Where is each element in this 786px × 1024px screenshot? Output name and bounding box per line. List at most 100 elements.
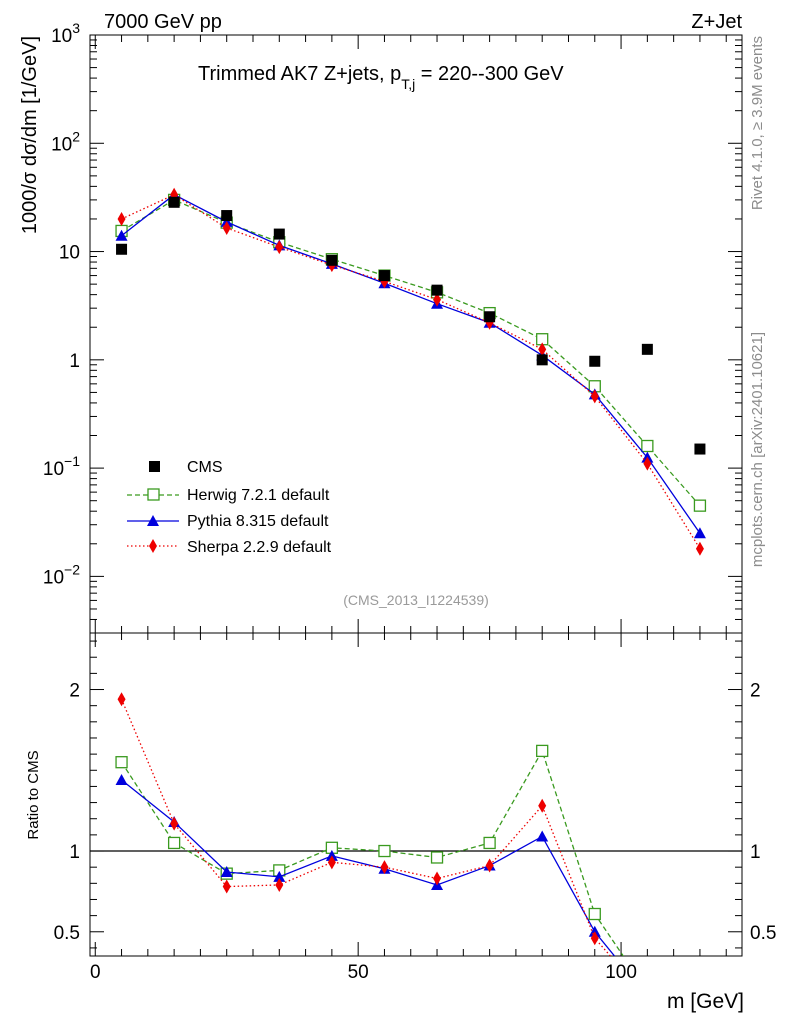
data-point-pythia (693, 527, 706, 539)
legend-entry-cms: CMS (149, 459, 223, 476)
main-y-tick-label-base: 10 (51, 26, 72, 47)
ratio-y-tick-label-left: 1 (69, 842, 80, 863)
main-y-tick-label: 1 (69, 351, 80, 372)
mcplots-label: mcplots.cern.ch [arXiv:2401.10621] (749, 332, 766, 567)
ratio-point-herwig (430, 851, 444, 864)
main-y-tick-label: 10−1 (43, 453, 80, 480)
data-point-cms (641, 343, 653, 355)
data-point-pythia (115, 229, 128, 241)
ratio-series-group (115, 692, 625, 956)
main-plot-series (115, 187, 707, 556)
ratio-y-tick-label-right: 1 (750, 842, 761, 863)
main-y-tick-label: 10 (59, 243, 80, 264)
main-title-subscript: T,j (401, 76, 415, 92)
main-y-tick-label-base: 10 (43, 567, 64, 588)
ratio-point-herwig (378, 844, 391, 858)
ratio-point-sherpa (380, 860, 389, 875)
data-point-cms (116, 243, 128, 255)
main-y-tick-label-base: 10 (51, 134, 72, 155)
ratio-point-sherpa (485, 858, 494, 873)
legend-entry-herwig: Herwig 7.2.1 default (127, 487, 330, 504)
data-point-cms (431, 284, 443, 296)
series-line-pythia (121, 193, 701, 534)
ratio-point-herwig (588, 907, 601, 921)
ratio-series-pythia (115, 773, 616, 956)
ratio-line-pythia (121, 779, 616, 956)
ratio-point-sherpa (222, 879, 231, 894)
header-process: Z+Jet (691, 11, 742, 33)
ratio-point-pythia (273, 870, 286, 882)
data-point-sherpa (433, 292, 442, 307)
main-y-tick-label: 10−2 (43, 561, 80, 588)
main-title: Trimmed AK7 Z+jets, pT,j = 220--300 GeV (198, 63, 564, 92)
main-y-tick-label-base: 1 (69, 351, 80, 372)
data-point-sherpa (590, 389, 599, 404)
ratio-y-tick-label-left: 2 (69, 681, 80, 702)
legend-label-pythia: Pythia 8.315 default (187, 513, 329, 530)
legend-marker-herwig (147, 488, 160, 501)
ratio-point-herwig (536, 744, 549, 758)
series-cms (116, 196, 706, 455)
ratio-y-tick-label-right: 0.5 (750, 923, 776, 944)
ratio-point-pythia (115, 773, 128, 785)
legend-label-sherpa: Sherpa 2.2.9 default (187, 539, 332, 556)
main-y-tick-label-base: 10 (59, 243, 80, 264)
x-axis-label: m [GeV] (667, 990, 744, 1013)
ratio-point-herwig (115, 756, 128, 769)
main-title-tail: = 220--300 GeV (415, 63, 564, 85)
ratio-point-herwig (483, 836, 496, 850)
main-y-tick-label-base: 10 (43, 459, 64, 480)
legend-label-cms: CMS (187, 459, 223, 476)
ratio-point-sherpa (117, 692, 126, 707)
main-y-tick-label-exponent: −1 (64, 453, 80, 469)
main-title-text: Trimmed AK7 Z+jets, p (198, 63, 401, 85)
series-line-herwig (121, 199, 701, 507)
data-point-sherpa (117, 211, 126, 226)
legend-marker-cms (149, 461, 160, 472)
legend-entry-sherpa: Sherpa 2.2.9 default (127, 539, 332, 556)
ratio-series-sherpa (117, 692, 612, 956)
data-point-sherpa (275, 240, 284, 255)
ratio-axis-ticks: 2 2 1 1 0.5 0.5 0 50 100 (54, 633, 776, 983)
data-point-sherpa (643, 456, 652, 471)
ratio-y-tick-label-right: 2 (750, 681, 761, 702)
main-y-tick-label-exponent: 3 (72, 20, 80, 36)
data-point-cms (273, 228, 285, 240)
legend: CMS Herwig 7.2.1 default Pythia 8.315 de… (127, 459, 332, 556)
legend-entry-pythia: Pythia 8.315 default (127, 513, 329, 530)
ratio-line-herwig (121, 749, 625, 956)
data-point-cms (168, 196, 180, 208)
analysis-id-label: (CMS_2013_I1224539) (343, 592, 489, 608)
main-y-axis-label: 1000/σ dσ/dm [1/GeV] (19, 36, 41, 234)
x-tick-label: 100 (605, 962, 637, 983)
main-y-tick-label-exponent: 2 (72, 128, 80, 144)
data-point-sherpa (222, 221, 231, 236)
data-point-cms (326, 254, 338, 266)
legend-marker-pythia (147, 515, 159, 526)
data-point-sherpa (695, 541, 704, 556)
ratio-point-herwig (167, 836, 181, 850)
ratio-plot-frame (89, 632, 743, 957)
legend-label-herwig: Herwig 7.2.1 default (187, 487, 330, 504)
legend-marker-sherpa (149, 539, 157, 553)
ratio-point-sherpa (538, 798, 547, 813)
data-point-herwig (693, 499, 707, 512)
data-point-cms (484, 311, 496, 323)
main-y-tick-label: 102 (51, 128, 80, 155)
ratio-y-axis-label: Ratio to CMS (25, 750, 42, 839)
ratio-point-sherpa (170, 816, 179, 831)
ratio-point-sherpa (275, 877, 284, 892)
ratio-y-tick-label-left: 0.5 (54, 923, 80, 944)
x-tick-label: 50 (348, 962, 369, 983)
data-point-cms (221, 210, 233, 222)
data-point-herwig (641, 439, 654, 453)
x-tick-label: 0 (90, 962, 101, 983)
ratio-point-sherpa (433, 871, 442, 886)
data-point-cms (589, 355, 601, 367)
data-point-cms (378, 270, 390, 282)
main-y-tick-label: 103 (51, 20, 80, 47)
main-y-tick-label-exponent: −2 (64, 561, 80, 577)
data-point-cms (536, 354, 548, 366)
